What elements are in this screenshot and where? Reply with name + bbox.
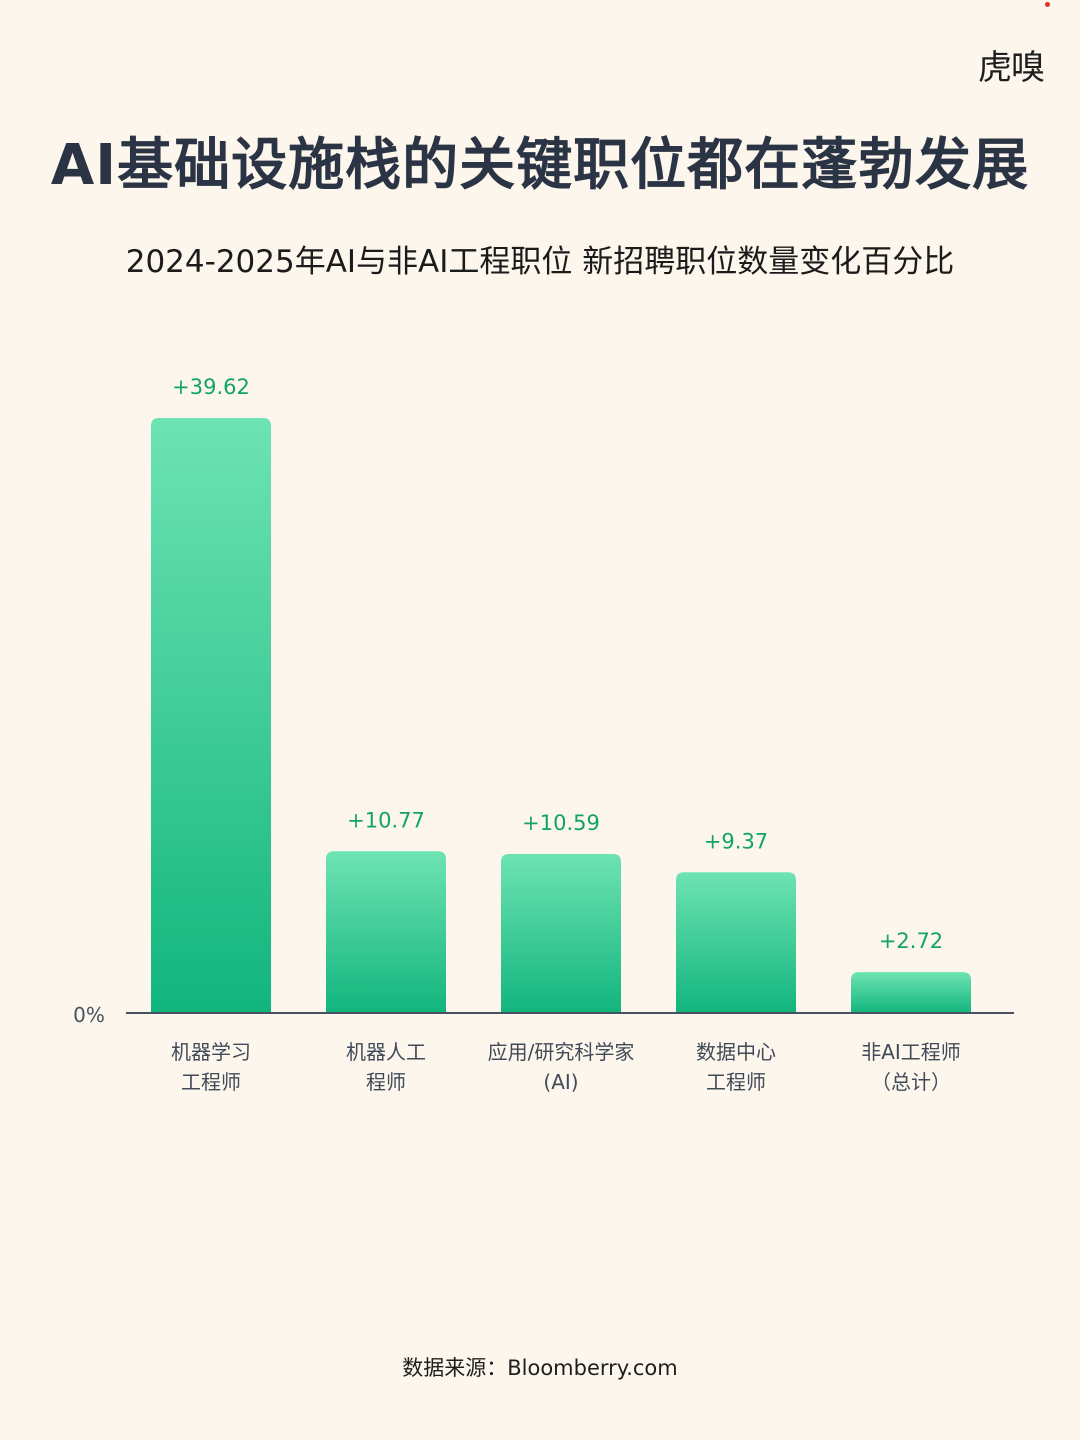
category-label-1-line-1: 机器学习 [171, 1040, 251, 1064]
page-title: AI基础设施栈的关键职位都在蓬勃发展 [50, 133, 1030, 198]
bar-group [151, 418, 971, 1013]
brand-logo: 虎嗅 [978, 40, 1045, 89]
brand-logo-dot [1045, 2, 1050, 7]
brand-logo-text: 虎嗅 [978, 48, 1045, 88]
y-zero-label: 0% [73, 1003, 105, 1027]
category-label-5-line-2: （总计） [871, 1070, 951, 1094]
category-label-3-line-2: (AI) [543, 1070, 578, 1094]
bar-3 [501, 853, 621, 1013]
value-label-1: +39.62 [172, 375, 250, 399]
bar-2 [326, 851, 446, 1013]
value-label-4: +9.37 [704, 829, 768, 853]
value-label-3: +10.59 [522, 811, 600, 835]
category-label-2-line-2: 程师 [366, 1070, 406, 1094]
value-label-group: +39.62 +10.77 +10.59 +9.37 +2.72 [172, 375, 943, 953]
chart-subtitle: 2024-2025年AI与非AI工程职位 新招聘职位数量变化百分比 [125, 244, 955, 280]
value-label-2: +10.77 [347, 808, 425, 832]
bar-chart: 0% +39.62+10.77 +10.59+9.37+2.72 机器学习工程师机… [73, 375, 1014, 1094]
category-label-5-line-1: 非AI工程师 [861, 1040, 961, 1064]
bar-5 [851, 972, 971, 1013]
category-label-1-line-2: 工程师 [181, 1070, 241, 1094]
category-label-4-line-1: 数据中心 [696, 1040, 776, 1064]
category-label-2-line-1: 机器人工 [346, 1040, 426, 1064]
category-label-3-line-1: 应用/研究科学家 [488, 1040, 635, 1064]
data-source-note: 数据来源：Bloomberry.com [402, 1356, 678, 1380]
bar-4 [676, 872, 796, 1013]
category-label-4-line-2: 工程师 [706, 1070, 766, 1094]
value-label-5: +2.72 [879, 929, 943, 953]
bar-1 [151, 418, 271, 1013]
